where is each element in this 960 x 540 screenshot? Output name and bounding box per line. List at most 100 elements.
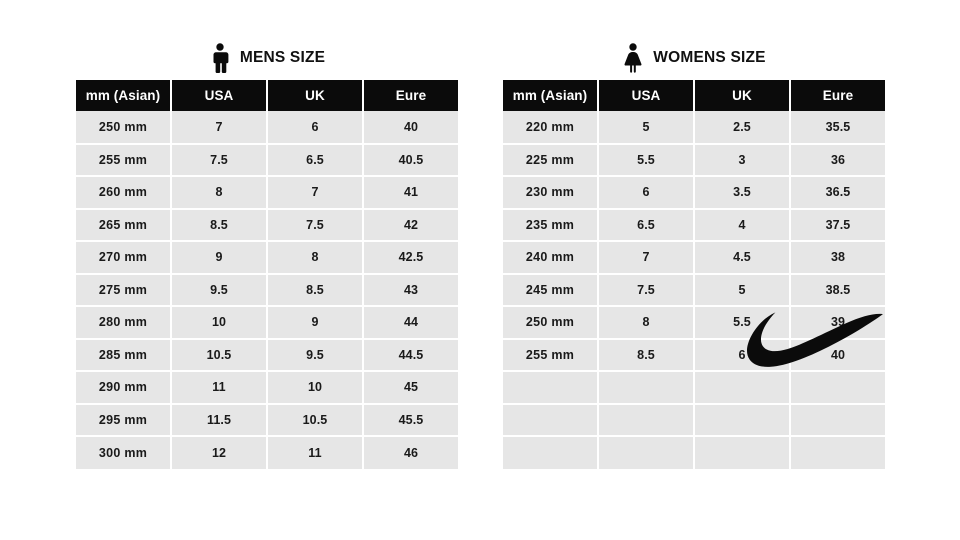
cell-usa: 12 xyxy=(171,436,268,469)
cell-usa: 11.5 xyxy=(171,403,268,437)
mens-table-header-row: mm (Asian) USA UK Eure xyxy=(76,80,458,111)
cell-eure xyxy=(790,403,885,437)
column-header-mm: mm (Asian) xyxy=(76,80,172,111)
cell-mm: 250 mm xyxy=(503,306,599,340)
mens-title-row: MENS SIZE xyxy=(76,41,458,75)
table-row: 245 mm 7.5 5 38.5 xyxy=(503,273,885,307)
table-row: 265 mm 8.5 7.5 42 xyxy=(76,208,458,242)
cell-usa: 10 xyxy=(171,306,268,340)
table-row: 300 mm 12 11 46 xyxy=(76,436,458,469)
cell-eure: 38.5 xyxy=(790,273,885,307)
cell-eure: 43 xyxy=(363,273,458,307)
cell-mm: 250 mm xyxy=(76,111,172,145)
table-row: 290 mm 11 10 45 xyxy=(76,371,458,405)
column-header-eure: Eure xyxy=(363,80,458,111)
womens-title-text: WOMENS SIZE xyxy=(653,49,766,67)
table-row: 255 mm 8.5 6 40 xyxy=(503,338,885,372)
cell-uk: 8.5 xyxy=(267,273,364,307)
cell-mm: 280 mm xyxy=(76,306,172,340)
cell-eure: 40 xyxy=(363,111,458,145)
womens-size-table: mm (Asian) USA UK Eure 220 mm 5 2.5 35.5… xyxy=(503,80,885,469)
cell-uk: 3.5 xyxy=(694,176,791,210)
cell-mm: 220 mm xyxy=(503,111,599,145)
table-row: 235 mm 6.5 4 37.5 xyxy=(503,208,885,242)
cell-eure: 45.5 xyxy=(363,403,458,437)
cell-uk: 4 xyxy=(694,208,791,242)
cell-usa: 5.5 xyxy=(598,143,695,177)
cell-usa: 7 xyxy=(598,241,695,275)
cell-eure: 36.5 xyxy=(790,176,885,210)
column-header-usa: USA xyxy=(598,80,695,111)
cell-uk: 10.5 xyxy=(267,403,364,437)
cell-usa: 6 xyxy=(598,176,695,210)
cell-usa xyxy=(598,403,695,437)
cell-usa: 7 xyxy=(171,111,268,145)
cell-eure: 44 xyxy=(363,306,458,340)
cell-mm: 265 mm xyxy=(76,208,172,242)
cell-mm: 290 mm xyxy=(76,371,172,405)
cell-usa: 8.5 xyxy=(598,338,695,372)
cell-usa xyxy=(598,436,695,469)
column-header-uk: UK xyxy=(267,80,364,111)
cell-uk xyxy=(694,403,791,437)
cell-usa: 8 xyxy=(598,306,695,340)
table-row: 260 mm 8 7 41 xyxy=(76,176,458,210)
column-header-usa: USA xyxy=(171,80,268,111)
womens-table-header-row: mm (Asian) USA UK Eure xyxy=(503,80,885,111)
cell-uk: 5 xyxy=(694,273,791,307)
column-header-uk: UK xyxy=(694,80,791,111)
cell-eure: 40 xyxy=(790,338,885,372)
table-row xyxy=(503,371,885,405)
cell-uk: 8 xyxy=(267,241,364,275)
table-row: 275 mm 9.5 8.5 43 xyxy=(76,273,458,307)
table-row: 295 mm 11.5 10.5 45.5 xyxy=(76,403,458,437)
cell-usa: 11 xyxy=(171,371,268,405)
table-row: 225 mm 5.5 3 36 xyxy=(503,143,885,177)
cell-mm xyxy=(503,371,599,405)
cell-uk: 6.5 xyxy=(267,143,364,177)
cell-eure: 40.5 xyxy=(363,143,458,177)
cell-mm: 240 mm xyxy=(503,241,599,275)
cell-eure: 42 xyxy=(363,208,458,242)
table-row: 240 mm 7 4.5 38 xyxy=(503,241,885,275)
table-row xyxy=(503,436,885,469)
cell-uk: 7.5 xyxy=(267,208,364,242)
table-row: 220 mm 5 2.5 35.5 xyxy=(503,111,885,145)
cell-uk: 9 xyxy=(267,306,364,340)
table-row: 250 mm 8 5.5 39 xyxy=(503,306,885,340)
cell-uk: 6 xyxy=(694,338,791,372)
cell-usa: 8 xyxy=(171,176,268,210)
cell-uk: 3 xyxy=(694,143,791,177)
table-row: 285 mm 10.5 9.5 44.5 xyxy=(76,338,458,372)
cell-mm: 225 mm xyxy=(503,143,599,177)
cell-eure xyxy=(790,436,885,469)
cell-uk xyxy=(694,371,791,405)
table-row: 280 mm 10 9 44 xyxy=(76,306,458,340)
mens-size-table: mm (Asian) USA UK Eure 250 mm 7 6 40 255… xyxy=(76,80,458,469)
table-row: 255 mm 7.5 6.5 40.5 xyxy=(76,143,458,177)
cell-eure: 42.5 xyxy=(363,241,458,275)
cell-mm: 300 mm xyxy=(76,436,172,469)
cell-usa: 5 xyxy=(598,111,695,145)
cell-uk: 7 xyxy=(267,176,364,210)
column-header-mm: mm (Asian) xyxy=(503,80,599,111)
cell-mm: 260 mm xyxy=(76,176,172,210)
table-row: 270 mm 9 8 42.5 xyxy=(76,241,458,275)
column-header-eure: Eure xyxy=(790,80,885,111)
cell-uk: 10 xyxy=(267,371,364,405)
cell-usa: 9 xyxy=(171,241,268,275)
cell-mm xyxy=(503,436,599,469)
cell-eure: 45 xyxy=(363,371,458,405)
cell-mm: 245 mm xyxy=(503,273,599,307)
cell-mm xyxy=(503,403,599,437)
cell-usa: 9.5 xyxy=(171,273,268,307)
cell-uk: 11 xyxy=(267,436,364,469)
female-pictogram-icon xyxy=(622,43,644,73)
cell-eure: 36 xyxy=(790,143,885,177)
womens-title-row: WOMENS SIZE xyxy=(503,41,885,75)
cell-usa: 7.5 xyxy=(598,273,695,307)
cell-usa: 8.5 xyxy=(171,208,268,242)
cell-usa xyxy=(598,371,695,405)
cell-eure: 46 xyxy=(363,436,458,469)
